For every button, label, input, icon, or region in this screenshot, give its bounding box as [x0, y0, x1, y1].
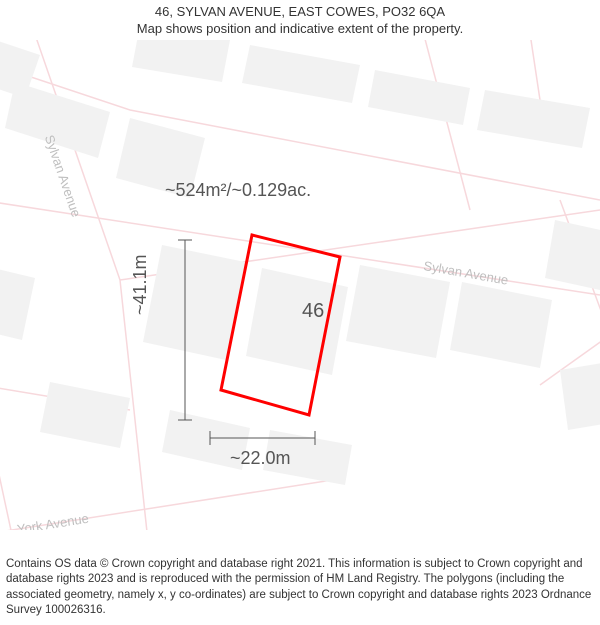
- building-shape: [545, 220, 600, 290]
- building-shape: [242, 45, 360, 103]
- building-shape: [346, 265, 450, 358]
- copyright-footer: Contains OS data © Crown copyright and d…: [6, 557, 594, 619]
- road-line: [0, 200, 12, 530]
- map-area: Sylvan Avenue Sylvan Avenue York Avenue …: [0, 40, 600, 530]
- area-measurement-label: ~524m²/~0.129ac.: [165, 180, 311, 201]
- road-line: [528, 40, 540, 100]
- map-svg: [0, 40, 600, 530]
- map-subtitle: Map shows position and indicative extent…: [0, 21, 600, 36]
- buildings-layer: [0, 40, 600, 485]
- building-shape: [450, 282, 552, 368]
- building-shape: [0, 260, 35, 340]
- building-shape: [40, 382, 130, 448]
- header: 46, SYLVAN AVENUE, EAST COWES, PO32 6QA …: [0, 4, 600, 36]
- house-number-label: 46: [302, 300, 324, 323]
- road-line: [420, 40, 470, 210]
- height-measurement-label: ~41.1m: [130, 254, 151, 315]
- building-shape: [477, 90, 590, 148]
- building-shape: [368, 70, 470, 125]
- property-map-page: 46, SYLVAN AVENUE, EAST COWES, PO32 6QA …: [0, 0, 600, 625]
- building-shape: [246, 268, 348, 375]
- building-shape: [560, 360, 600, 430]
- width-measurement-label: ~22.0m: [230, 448, 291, 469]
- building-shape: [132, 40, 230, 82]
- address-title: 46, SYLVAN AVENUE, EAST COWES, PO32 6QA: [0, 4, 600, 19]
